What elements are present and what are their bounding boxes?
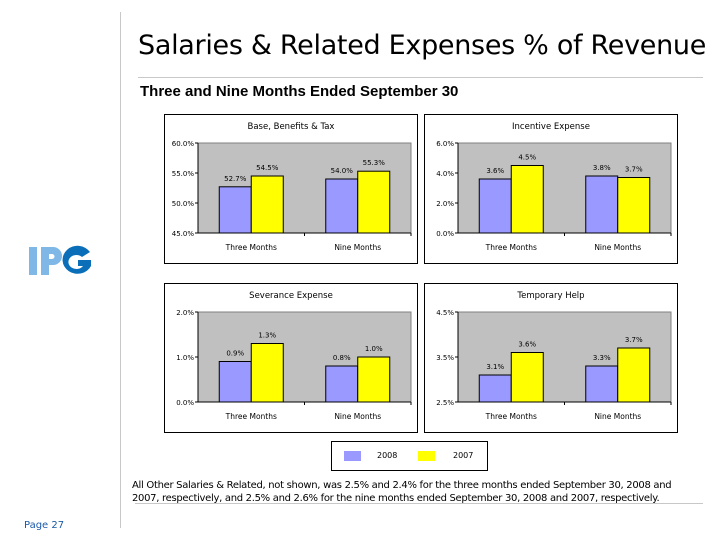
chart-title: Base, Benefits & Tax (248, 122, 335, 132)
legend-label-2007: 2007 (453, 451, 474, 460)
data-label: 52.7% (224, 175, 247, 183)
y-tick-label: 2.0% (436, 200, 454, 208)
chart-temporary-help: Temporary Help 2.5% 3.5% 4.5% 3.1% 3.6% Three … (424, 283, 678, 433)
bar-2008-three-months (478, 178, 512, 234)
logo-letter-g (62, 245, 91, 274)
chart-svg: Temporary Help 2.5% 3.5% 4.5% 3.1% 3.6% Three … (436, 291, 672, 421)
slide-subtitle: Three and Nine Months Ended September 30 (140, 83, 459, 100)
data-label: 55.3% (363, 159, 386, 167)
slide-title: Salaries & Related Expenses % of Revenue (138, 30, 707, 61)
y-tick-label: 0.0% (436, 230, 454, 238)
y-tick-label: 3.5% (436, 354, 454, 362)
data-label: 0.8% (333, 354, 351, 362)
y-tick-label: 50.0% (172, 200, 195, 208)
chart-svg: Severance Expense 0.0% 1.0% 2.0% 0.9% 1.3% Thr… (176, 291, 412, 421)
data-label: 0.9% (226, 350, 244, 358)
chart-title: Severance Expense (249, 291, 333, 301)
logo-letter-i (29, 247, 37, 275)
y-tick-label: 1.0% (176, 354, 194, 362)
x-tick-label: Nine Months (334, 412, 381, 421)
footer-rule (135, 503, 703, 504)
legend-swatch-2008 (344, 451, 361, 461)
chart-severance-expense: Severance Expense 0.0% 1.0% 2.0% 0.9% 1.3% Thr… (164, 283, 418, 433)
bar-2008-three-months (478, 374, 512, 403)
bar-2008-three-months (218, 186, 252, 234)
chart-legend: 2008 2007 (331, 441, 488, 471)
bar-2008-nine-months (585, 175, 619, 234)
y-tick-label: 4.5% (436, 309, 454, 317)
vertical-divider (120, 12, 121, 528)
chart-svg: Incentive Expense 0.0% 2.0% 4.0% 6.0% 3.6% 4.5… (436, 122, 672, 252)
bar-2007-nine-months (617, 347, 651, 403)
chart-svg: Base, Benefits & Tax 45.0% 50.0% 55.0% 60.0%… (172, 122, 412, 252)
data-label: 3.7% (625, 336, 643, 344)
data-label: 54.5% (256, 164, 279, 172)
bar-2008-nine-months (325, 178, 359, 234)
data-label: 3.6% (486, 167, 504, 175)
footnote: All Other Salaries & Related, not shown,… (132, 480, 672, 504)
logo-letter-p (41, 247, 62, 275)
data-label: 4.5% (518, 154, 536, 162)
y-tick-label: 60.0% (172, 140, 195, 148)
ipg-logo (29, 245, 91, 275)
legend-swatch-2007 (418, 451, 435, 461)
y-tick-label: 55.0% (172, 170, 195, 178)
data-label: 3.3% (593, 354, 611, 362)
bar-2007-nine-months (617, 177, 651, 234)
x-tick-label: Three Months (225, 412, 277, 421)
ipg-logo-letters (29, 245, 91, 275)
data-label: 3.1% (486, 363, 504, 371)
data-label: 1.0% (365, 345, 383, 353)
data-label: 3.8% (593, 164, 611, 172)
data-label: 1.3% (258, 332, 276, 340)
x-tick-label: Nine Months (594, 412, 641, 421)
page-number: Page 27 (24, 520, 65, 531)
chart-title: Incentive Expense (512, 122, 590, 132)
y-tick-label: 2.0% (176, 309, 194, 317)
chart-base-benefits-tax: Base, Benefits & Tax 45.0% 50.0% 55.0% 60.0%… (164, 114, 418, 264)
bar-2007-nine-months (357, 356, 391, 403)
y-tick-label: 6.0% (436, 140, 454, 148)
bar-2008-nine-months (585, 365, 619, 403)
x-tick-label: Nine Months (594, 243, 641, 252)
y-tick-label: 4.0% (436, 170, 454, 178)
bar-2007-three-months (510, 352, 544, 403)
bar-2008-nine-months (325, 365, 359, 403)
x-tick-label: Nine Months (334, 243, 381, 252)
bar-2007-three-months (250, 343, 284, 403)
bar-2007-nine-months (357, 170, 391, 234)
x-tick-label: Three Months (225, 243, 277, 252)
y-tick-label: 45.0% (172, 230, 195, 238)
data-label: 3.6% (518, 341, 536, 349)
y-tick-label: 0.0% (176, 399, 194, 407)
chart-incentive-expense: Incentive Expense 0.0% 2.0% 4.0% 6.0% 3.6% 4.5… (424, 114, 678, 264)
data-label: 54.0% (331, 167, 354, 175)
chart-title: Temporary Help (516, 291, 584, 301)
x-tick-label: Three Months (485, 412, 537, 421)
title-rule (138, 77, 703, 78)
data-label: 3.7% (625, 166, 643, 174)
legend-label-2008: 2008 (377, 451, 398, 460)
bar-2007-three-months (510, 165, 544, 234)
bar-2008-three-months (218, 361, 252, 403)
bar-2007-three-months (250, 175, 284, 234)
y-tick-label: 2.5% (436, 399, 454, 407)
x-tick-label: Three Months (485, 243, 537, 252)
